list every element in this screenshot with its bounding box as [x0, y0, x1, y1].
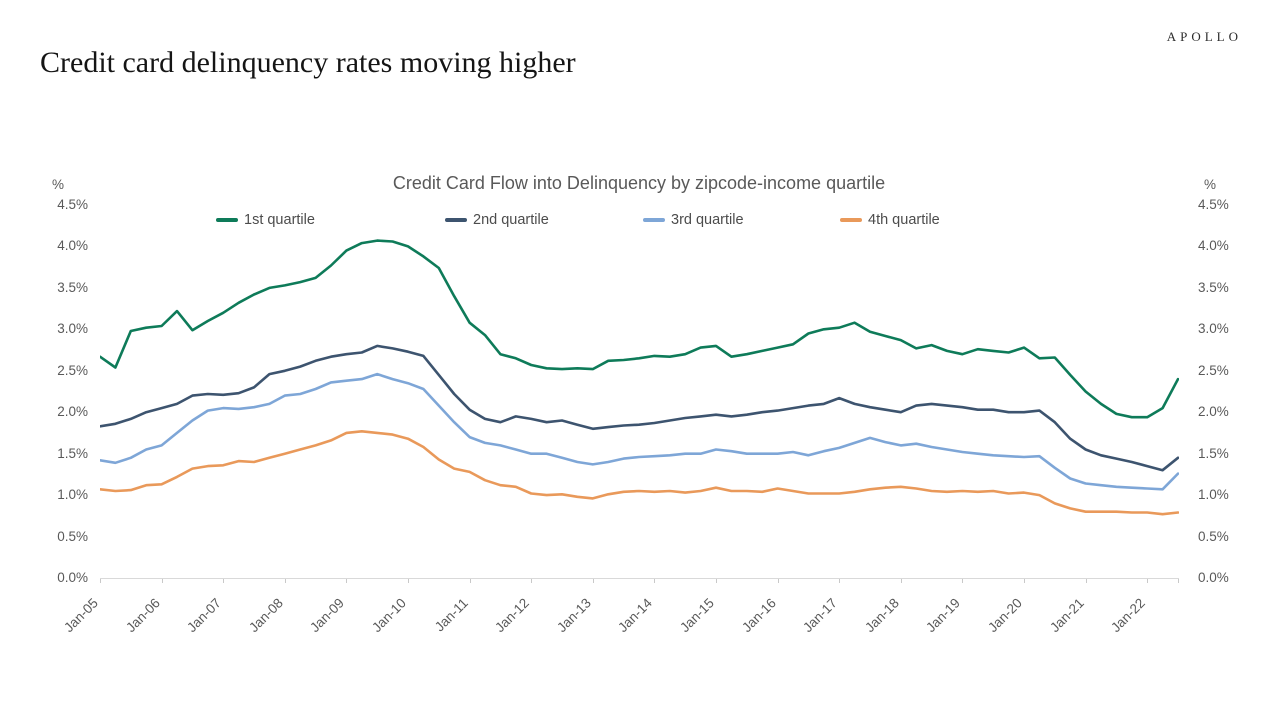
- x-axis-tick: [161, 579, 163, 583]
- x-axis-line: [100, 578, 1179, 579]
- x-axis-tick: [531, 579, 533, 583]
- legend-swatch-4th-quartile: [840, 218, 862, 222]
- x-axis-tick: [346, 579, 348, 583]
- x-axis-label: Jan-08: [245, 595, 286, 636]
- x-axis-tick: [1085, 579, 1087, 583]
- x-axis-label: Jan-22: [1108, 595, 1149, 636]
- y-axis-label-right: 3.0%: [1198, 321, 1229, 337]
- x-axis-label: Jan-11: [431, 595, 471, 635]
- x-axis-tick: [100, 579, 101, 583]
- legend-item: 3rd quartile: [643, 212, 744, 228]
- series-line-2nd-quartile: [100, 344, 1179, 472]
- legend-swatch-3rd-quartile: [643, 218, 665, 222]
- x-axis-tick: [408, 579, 409, 583]
- x-axis-label: Jan-13: [553, 595, 594, 636]
- y-axis-label-left: 3.0%: [57, 321, 88, 337]
- x-axis-tick: [777, 579, 779, 583]
- x-axis-label: Jan-21: [1046, 595, 1087, 636]
- line-chart-plot: [100, 239, 1179, 516]
- y-axis-label-left: 2.5%: [57, 362, 88, 378]
- x-axis-label: Jan-10: [369, 595, 409, 636]
- legend-item: 4th quartile: [840, 212, 940, 228]
- legend-label: 3rd quartile: [671, 212, 744, 228]
- x-axis-tick: [592, 579, 594, 583]
- x-axis-label: Jan-14: [615, 595, 656, 636]
- y-axis-label-right: 2.0%: [1198, 404, 1229, 420]
- y-axis-label-left: 0.0%: [57, 570, 88, 585]
- x-axis-tick: [284, 579, 286, 583]
- x-axis-tick: [1147, 579, 1149, 583]
- chart-title: Credit Card Flow into Delinquency by zip…: [392, 173, 886, 193]
- y-axis-label-left: 1.0%: [57, 487, 88, 503]
- y-axis-unit-left: %: [52, 177, 65, 192]
- legend-label: 4th quartile: [868, 212, 940, 228]
- x-axis-label: Jan-20: [985, 595, 1025, 636]
- legend-label: 2nd quartile: [473, 212, 549, 228]
- y-axis-label-right: 2.5%: [1198, 362, 1229, 378]
- y-axis-label-left: 3.5%: [57, 279, 88, 295]
- y-axis-label-left: 4.0%: [57, 238, 88, 254]
- legend-swatch-2nd-quartile: [445, 218, 467, 222]
- x-axis-tick: [1178, 579, 1179, 583]
- x-axis-label: Jan-12: [492, 595, 533, 636]
- y-axis-label-left: 2.0%: [57, 404, 88, 420]
- apollo-logo: APOLLO: [1166, 29, 1242, 44]
- y-axis-label-right: 1.0%: [1198, 487, 1229, 503]
- y-axis-label-right: 3.5%: [1198, 279, 1229, 295]
- legend-swatch-1st-quartile: [216, 218, 238, 222]
- x-axis-label: Jan-16: [738, 595, 779, 636]
- x-axis-label: Jan-07: [184, 595, 225, 636]
- page-title: Credit card delinquency rates moving hig…: [40, 46, 576, 79]
- x-axis-label: Jan-19: [923, 595, 964, 636]
- x-axis-label: Jan-09: [307, 595, 348, 636]
- x-axis-tick: [1024, 579, 1025, 583]
- x-axis-tick: [469, 579, 471, 583]
- x-axis-tick: [962, 579, 964, 583]
- x-axis-tick: [654, 579, 656, 583]
- legend-item: 2nd quartile: [445, 212, 549, 228]
- y-axis-label-right: 0.0%: [1198, 570, 1229, 585]
- y-axis-label-right: 0.5%: [1198, 528, 1229, 544]
- x-axis-label: Jan-05: [61, 595, 101, 636]
- series-line-4th-quartile: [100, 430, 1179, 516]
- x-axis-label: Jan-15: [677, 595, 717, 636]
- legend-label: 1st quartile: [244, 212, 315, 228]
- series-line-1st-quartile: [100, 239, 1179, 419]
- x-axis-tick: [839, 579, 841, 583]
- y-axis-label-right: 4.0%: [1198, 238, 1229, 254]
- y-axis-label-right: 1.5%: [1198, 445, 1229, 461]
- x-axis-label: Jan-06: [122, 595, 163, 636]
- y-axis-label-left: 1.5%: [57, 445, 88, 461]
- series-line-3rd-quartile: [100, 372, 1179, 491]
- x-axis-label: Jan-18: [861, 595, 902, 636]
- y-axis-label-left: 0.5%: [57, 528, 88, 544]
- legend-item: 1st quartile: [216, 212, 315, 228]
- y-axis-label-right: 4.5%: [1198, 197, 1229, 212]
- y-axis-unit-right: %: [1204, 177, 1217, 192]
- y-axis-label-left: 4.5%: [57, 197, 88, 212]
- x-axis-tick: [716, 579, 717, 583]
- x-axis-tick: [223, 579, 225, 583]
- x-axis-label: Jan-17: [800, 595, 841, 636]
- x-axis-tick: [900, 579, 902, 583]
